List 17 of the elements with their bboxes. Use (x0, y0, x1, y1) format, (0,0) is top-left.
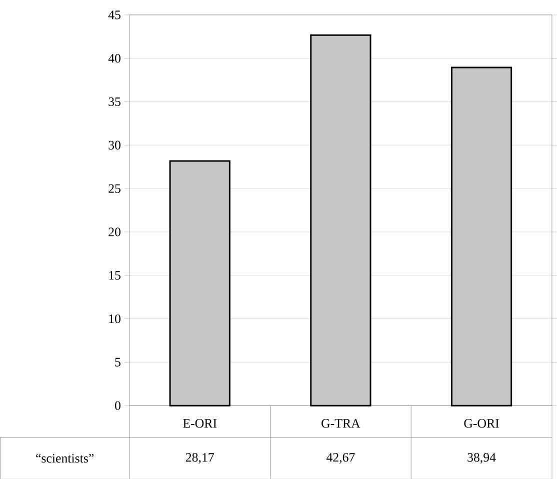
x-tick-label: G-ORI (464, 418, 499, 428)
text: “scientists” (36, 454, 94, 462)
y-tick-label: 35 (108, 97, 120, 106)
y-tick-label: 45 (108, 10, 120, 20)
data-label: 38,94 (468, 452, 496, 464)
x-tick-label: E-ORI (183, 418, 217, 428)
y-tick-label: 5 (115, 358, 120, 366)
y-tick-label: 10 (109, 314, 120, 323)
data-label: 42,67 (326, 452, 355, 464)
y-tick-label: 25 (108, 184, 120, 193)
y-tick-label: 30 (108, 140, 120, 150)
y-tick-label: 0 (115, 401, 120, 410)
y-tick-label: 20 (108, 227, 120, 236)
x-tick-label: G-TRA (322, 418, 360, 428)
y-tick-label: 40 (108, 54, 120, 62)
y-tick-label: 15 (109, 270, 120, 280)
data-label: 28,17 (186, 452, 214, 464)
